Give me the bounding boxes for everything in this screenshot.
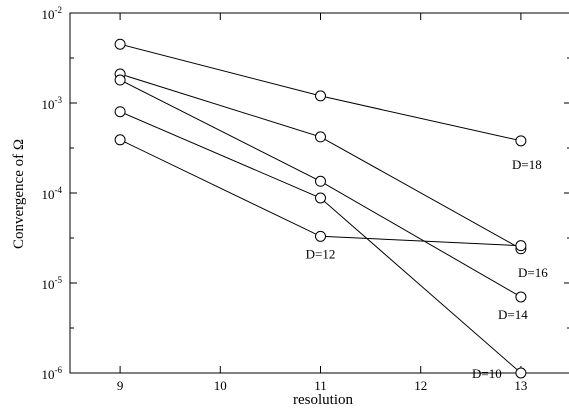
data-point: [515, 367, 527, 379]
data-point: [114, 134, 126, 146]
y-tick-label: 10-6: [42, 365, 63, 382]
series-d-12: [114, 134, 527, 252]
data-point: [515, 240, 527, 252]
series-d-18: [114, 38, 527, 147]
series-line: [119, 79, 522, 298]
data-point: [114, 38, 126, 50]
x-tick-label: 12: [414, 378, 427, 393]
series-d-10: [114, 106, 527, 379]
data-point: [315, 175, 326, 187]
data-point: [315, 230, 326, 242]
series-label: D=14: [498, 307, 528, 322]
series-line: [119, 111, 522, 374]
series-group: [114, 38, 527, 379]
x-tick-label: 11: [314, 378, 327, 393]
x-tick-label: 9: [117, 378, 124, 393]
series-label: D=10: [472, 366, 502, 381]
axes: 9 10 11 12 13 10-6 10-5 10-4 10-3 10-2: [42, 5, 569, 393]
data-point: [315, 131, 326, 143]
x-tick-label: 13: [514, 378, 527, 393]
y-axis-label: Convergence of Ω: [11, 139, 27, 249]
data-point: [114, 106, 126, 118]
data-point: [315, 90, 326, 102]
series-label: D=18: [512, 157, 542, 172]
data-point: [515, 291, 527, 303]
y-tick-label: 10-4: [42, 185, 63, 202]
series-label: D=12: [306, 246, 336, 261]
y-tick-label: 10-2: [42, 5, 63, 22]
series-label: D=16: [518, 265, 548, 280]
data-point: [315, 192, 326, 204]
x-tick-label: 10: [214, 378, 227, 393]
y-tick-label: 10-3: [42, 95, 63, 112]
labels-group: D=18 D=16 D=14 D=12 D=10: [306, 157, 549, 381]
series-d-14: [114, 74, 527, 303]
data-point: [515, 135, 527, 147]
data-point: [114, 74, 126, 86]
y-tick-label: 10-5: [42, 275, 63, 292]
x-axis-label: resolution: [293, 392, 353, 408]
